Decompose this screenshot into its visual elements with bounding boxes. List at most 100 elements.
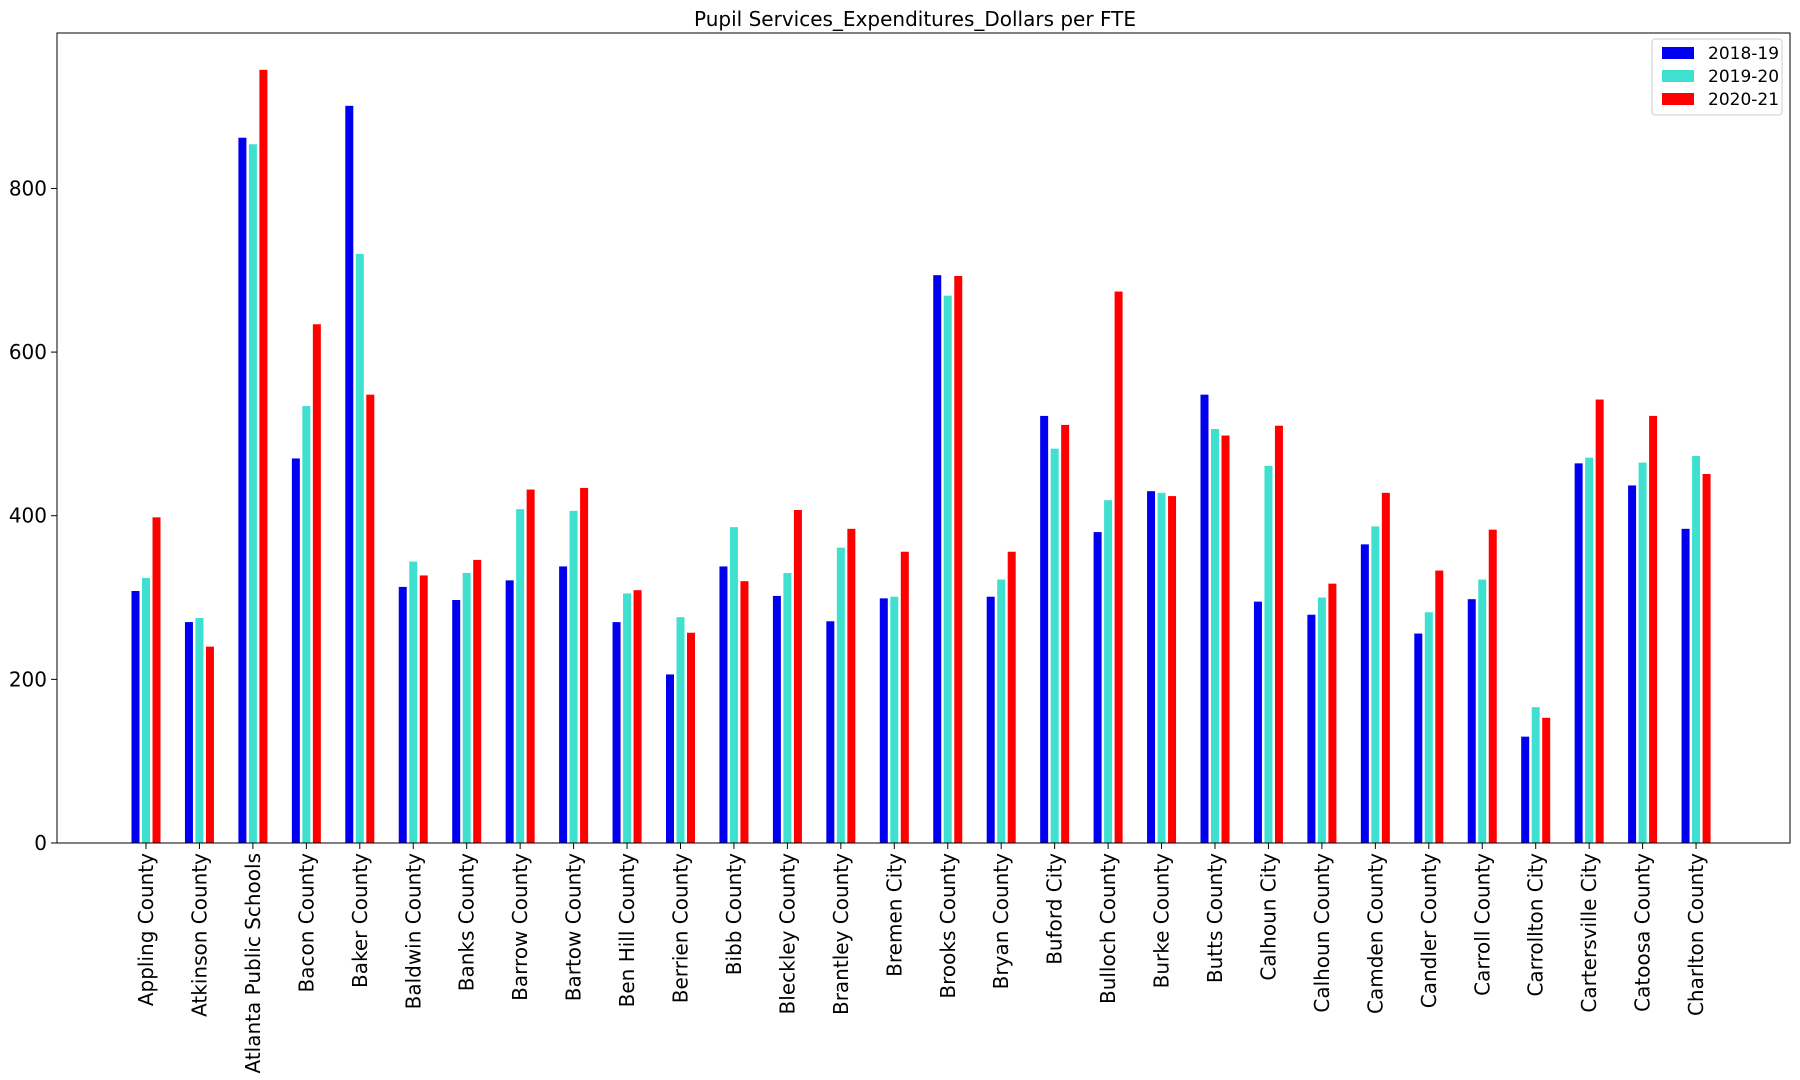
x-tick-label: Baldwin County xyxy=(401,853,425,1010)
x-tick-label: Bibb County xyxy=(722,853,746,975)
chart-title: Pupil Services_Expenditures_Dollars per … xyxy=(694,7,1136,31)
y-tick-label: 200 xyxy=(9,667,47,691)
bar-2018-19-17 xyxy=(1040,415,1049,843)
bars-group xyxy=(131,69,1711,844)
bar-2020-21-2 xyxy=(259,69,268,843)
bar-2018-19-23 xyxy=(1360,544,1369,843)
bar-2019-20-22 xyxy=(1317,597,1326,843)
bar-2018-19-21 xyxy=(1253,601,1262,843)
bar-2020-21-17 xyxy=(1061,424,1070,843)
bar-2018-19-16 xyxy=(986,596,995,843)
bar-2020-21-4 xyxy=(366,394,375,843)
bar-2019-20-6 xyxy=(462,573,471,843)
bar-2019-20-3 xyxy=(302,406,311,843)
bar-2019-20-24 xyxy=(1424,612,1433,843)
bar-2018-19-14 xyxy=(879,598,888,843)
legend-label-2018-19: 2018-19 xyxy=(1708,44,1779,64)
bar-2020-21-15 xyxy=(954,276,963,843)
bar-2020-21-12 xyxy=(793,510,802,843)
bar-2020-21-10 xyxy=(687,632,695,843)
bar-2019-20-10 xyxy=(676,617,685,843)
bar-2018-19-3 xyxy=(291,458,300,843)
bar-2020-21-26 xyxy=(1542,717,1551,843)
bar-2019-20-11 xyxy=(729,527,738,843)
bar-2018-19-15 xyxy=(933,275,942,843)
bar-2018-19-0 xyxy=(131,591,140,843)
bar-2018-19-2 xyxy=(238,137,247,844)
bar-2020-21-27 xyxy=(1595,399,1604,843)
bar-2020-21-21 xyxy=(1274,425,1283,843)
legend-swatch-2018-19 xyxy=(1662,47,1694,59)
bar-2019-20-12 xyxy=(783,573,792,843)
bar-2020-21-23 xyxy=(1381,492,1390,843)
y-axis: 0 200 400 600 800 xyxy=(9,176,57,855)
bar-2018-19-8 xyxy=(559,566,568,843)
bar-2020-21-18 xyxy=(1114,291,1123,843)
x-tick-label: Carroll County xyxy=(1470,853,1494,996)
bar-2018-19-11 xyxy=(719,566,728,843)
x-tick-label: Atlanta Public Schools xyxy=(241,853,265,1073)
bar-2020-21-22 xyxy=(1328,583,1337,843)
bar-2020-21-25 xyxy=(1488,529,1497,843)
bar-2020-21-6 xyxy=(473,559,482,843)
bar-2019-20-17 xyxy=(1050,448,1059,843)
bar-2019-20-26 xyxy=(1531,707,1540,843)
bar-2018-19-13 xyxy=(826,621,835,843)
x-tick-label: Burke County xyxy=(1150,853,1174,989)
legend-swatch-2019-20 xyxy=(1662,70,1694,82)
y-tick-label: 600 xyxy=(9,340,47,364)
bar-2019-20-2 xyxy=(248,144,257,843)
x-tick-label: Appling County xyxy=(134,853,158,1006)
x-tick-label: Bryan County xyxy=(989,853,1013,989)
bar-2020-21-0 xyxy=(152,517,161,843)
x-tick-label: Calhoun City xyxy=(1256,853,1280,981)
bar-2018-19-12 xyxy=(772,595,781,843)
x-tick-label: Ben Hill County xyxy=(615,853,639,1008)
x-tick-label: Baker County xyxy=(348,853,372,988)
bar-2019-20-14 xyxy=(890,596,899,843)
bar-2019-20-8 xyxy=(569,510,578,843)
x-tick-label: Charlton County xyxy=(1684,853,1708,1016)
x-tick-label: Bleckley County xyxy=(775,853,799,1015)
bar-2019-20-1 xyxy=(195,618,204,843)
bar-2019-20-28 xyxy=(1638,462,1647,843)
legend-label-2020-21: 2020-21 xyxy=(1708,90,1779,110)
bar-2019-20-9 xyxy=(623,593,632,843)
bar-2019-20-20 xyxy=(1211,429,1219,843)
y-tick-label: 0 xyxy=(34,831,47,855)
bar-2018-19-5 xyxy=(398,586,407,843)
x-tick-label: Barrow County xyxy=(508,853,532,1001)
bar-2020-21-19 xyxy=(1168,496,1177,843)
x-tick-label: Bartow County xyxy=(562,853,586,1001)
bar-2020-21-11 xyxy=(740,581,749,843)
x-tick-label: Calhoun County xyxy=(1310,853,1334,1013)
bar-2020-21-3 xyxy=(312,324,321,843)
x-tick-label: Banks County xyxy=(455,853,479,991)
x-tick-label: Bulloch County xyxy=(1096,853,1120,1004)
bar-2020-21-29 xyxy=(1702,474,1711,843)
x-tick-label: Carrollton City xyxy=(1524,853,1548,997)
legend: 2018-19 2019-20 2020-21 xyxy=(1651,38,1783,116)
bar-2019-20-4 xyxy=(355,253,364,843)
bar-2018-19-29 xyxy=(1681,528,1690,843)
bar-2020-21-9 xyxy=(633,590,642,843)
bar-2019-20-5 xyxy=(409,561,418,843)
x-tick-label: Catoosa County xyxy=(1631,853,1655,1012)
bar-2020-21-7 xyxy=(526,489,535,843)
bar-2018-19-7 xyxy=(505,580,514,843)
x-tick-label: Butts County xyxy=(1203,853,1227,983)
bar-2019-20-13 xyxy=(836,547,845,843)
x-tick-label: Candler County xyxy=(1417,853,1441,1008)
x-tick-label: Bacon County xyxy=(294,853,318,993)
bar-2020-21-20 xyxy=(1221,435,1230,843)
plot-frame xyxy=(56,32,1791,844)
bar-2019-20-7 xyxy=(516,509,525,843)
bar-2018-19-28 xyxy=(1628,485,1637,843)
bar-2019-20-18 xyxy=(1104,500,1113,843)
bar-2018-19-22 xyxy=(1307,614,1316,843)
bar-2019-20-21 xyxy=(1264,465,1273,843)
x-tick-label: Bremen City xyxy=(882,853,906,977)
bar-2019-20-15 xyxy=(943,295,952,843)
bar-2018-19-25 xyxy=(1467,599,1476,843)
